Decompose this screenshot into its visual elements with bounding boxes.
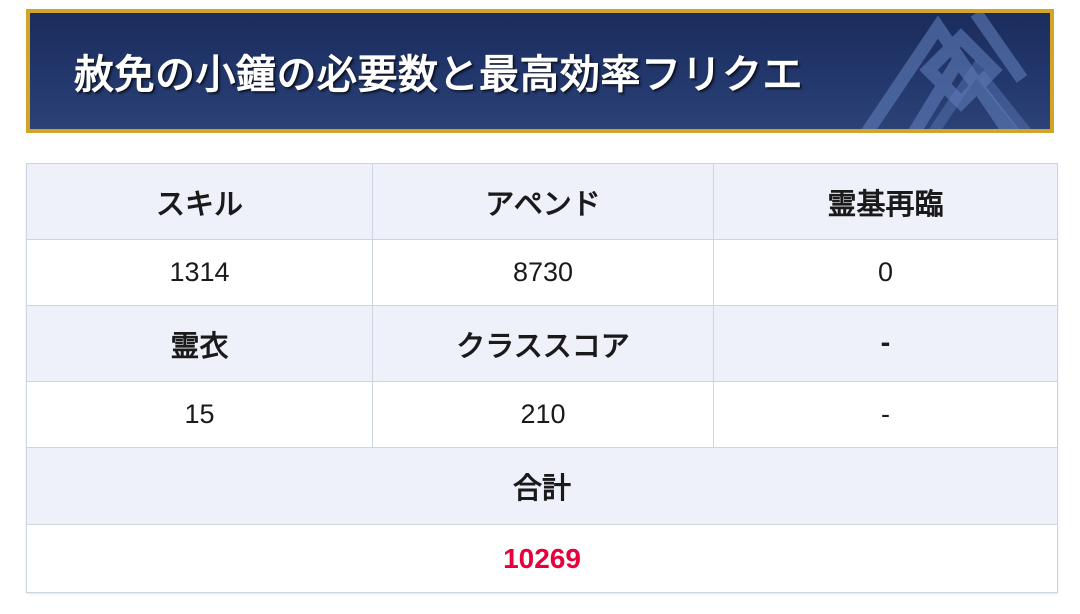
stats-table-container: スキル アペンド 霊基再臨 1314 8730 0 霊衣 クラススコア - 15… — [26, 163, 1058, 593]
table-row: スキル アペンド 霊基再臨 — [26, 163, 1058, 240]
title-banner: 赦免の小鐘の必要数と最高効率フリクエ — [26, 9, 1054, 133]
table-row: 1314 8730 0 — [26, 239, 1058, 306]
table-value-cell: 210 — [372, 381, 714, 448]
table-row: 合計 — [26, 447, 1058, 525]
table-header-cell: 霊基再臨 — [713, 163, 1058, 240]
table-row: 15 210 - — [26, 381, 1058, 448]
table-header-cell: クラススコア — [372, 305, 714, 382]
table-header-cell: 霊衣 — [26, 305, 373, 382]
table-value-cell: 1314 — [26, 239, 373, 306]
table-header-cell: スキル — [26, 163, 373, 240]
total-label: 合計 — [26, 447, 1058, 525]
table-header-cell: - — [713, 305, 1058, 382]
table-row: 霊衣 クラススコア - — [26, 305, 1058, 382]
table-value-cell: 0 — [713, 239, 1058, 306]
table-value-cell: - — [713, 381, 1058, 448]
table-header-cell: アペンド — [372, 163, 714, 240]
table-row: 10269 — [26, 524, 1058, 593]
stats-table: スキル アペンド 霊基再臨 1314 8730 0 霊衣 クラススコア - 15… — [26, 163, 1058, 593]
table-value-cell: 15 — [26, 381, 373, 448]
page-title: 赦免の小鐘の必要数と最高効率フリクエ — [74, 53, 803, 97]
diamond-lattice-pattern-icon — [826, 13, 1050, 129]
table-value-cell: 8730 — [372, 239, 714, 306]
total-value: 10269 — [26, 524, 1058, 593]
